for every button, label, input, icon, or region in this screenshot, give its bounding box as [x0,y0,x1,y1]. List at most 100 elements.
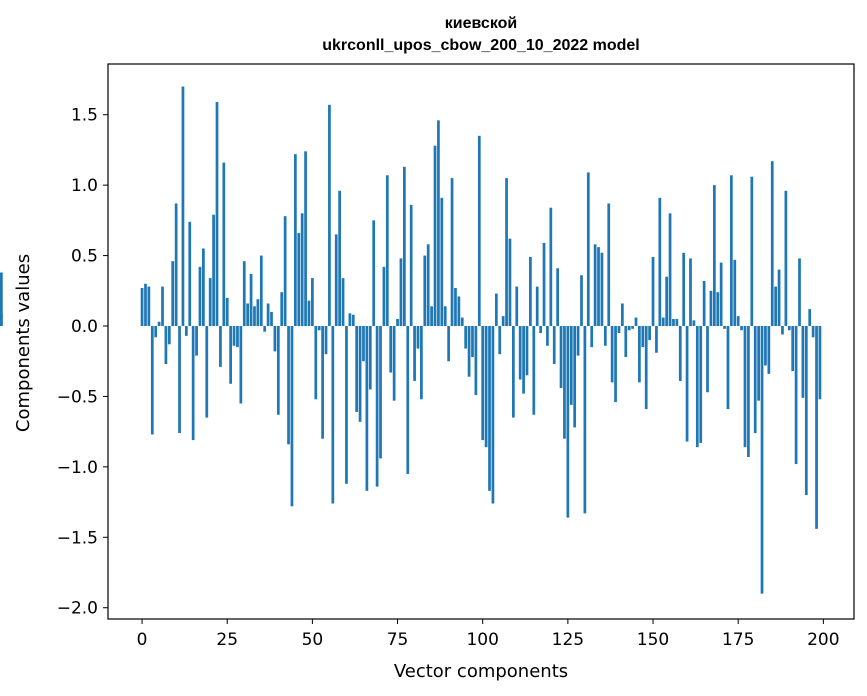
x-tick-label: 175 [722,630,754,650]
bar-24 [222,162,226,326]
bar-104 [494,293,498,327]
bar-43 [287,326,290,445]
bar-112 [522,326,525,394]
bar-197 [811,326,815,338]
bar-157 [675,318,679,326]
bar-191 [791,326,795,372]
bar-89 [443,306,447,326]
bar-8 [167,326,171,345]
bar-109 [512,326,515,418]
bar-134 [597,247,600,326]
bar-175 [736,316,740,326]
bar-139 [614,326,617,403]
bar-75 [396,318,399,326]
bar-70 [379,326,382,459]
bar-15 [191,326,195,441]
bar-188 [781,326,784,335]
bar-10 [174,203,178,326]
bar-74 [392,326,396,401]
bar-undefined [0,272,3,327]
bar-117 [539,326,542,334]
chart-subtitle: ukrconll_upos_cbow_200_10_2022 model [322,37,639,54]
y-axis-label: Components values [13,254,34,432]
bar-194 [801,326,805,398]
x-tick-label: 25 [216,630,238,650]
bar-147 [641,326,645,348]
bar-116 [535,286,539,326]
bar-126 [569,326,573,405]
bar-162 [692,320,696,326]
chart-title: киевской [445,15,517,32]
bar-96 [467,326,471,377]
bar-158 [678,326,682,381]
bar-78 [406,326,410,474]
y-tick-label: −0.5 [57,387,98,407]
bar-152 [658,197,662,327]
bar-71 [382,266,386,326]
bar-37 [266,303,270,327]
bar-18 [202,248,205,326]
bar-87 [437,120,440,327]
bar-44 [290,326,294,507]
bar-54 [324,326,328,355]
bar-86 [433,145,437,326]
x-tick-label: 75 [387,630,409,650]
bar-118 [542,242,546,327]
bar-138 [610,326,614,383]
bar-177 [743,326,747,448]
bar-93 [457,296,461,326]
bar-46 [297,233,301,327]
bar-172 [726,326,730,410]
bar-140 [617,326,621,334]
bar-163 [695,326,699,448]
bar-84 [426,244,430,326]
bar-179 [750,176,754,326]
bar-135 [600,252,604,327]
bar-168 [712,185,716,326]
x-tick-label: 200 [807,630,839,650]
bar-57 [334,234,338,326]
bar-34 [256,299,260,326]
plot-frame [107,63,855,620]
bar-133 [593,244,597,326]
y-tick-label: 0.0 [71,317,98,337]
bar-64 [358,326,362,422]
bar-199 [818,326,822,400]
bar-132 [590,326,594,348]
bar-151 [655,326,658,353]
bar-142 [624,326,628,357]
bar-169 [716,292,720,327]
bar-189 [784,190,788,327]
bar-12 [181,86,185,327]
bar-58 [338,190,341,327]
bar-45 [293,154,297,326]
bar-53 [321,326,324,439]
bar-108 [508,238,512,327]
bar-154 [665,276,669,326]
bar-76 [399,258,403,326]
bar-1 [144,283,147,327]
bar-4 [154,326,158,338]
bar-83 [423,255,427,326]
bar-69 [375,326,379,487]
bar-111 [518,326,522,380]
bar-155 [668,213,672,326]
bar-68 [372,220,376,327]
bar-32 [249,273,253,327]
bar-106 [501,316,505,326]
x-tick-label: 150 [637,630,669,650]
x-axis-ticks: 0 25 50 75 100 125 150 175 200 [137,619,840,650]
bar-113 [525,326,529,376]
y-tick-label: 0.5 [71,247,98,267]
bar-0 [140,287,144,326]
bar-124 [563,326,566,439]
bar-156 [672,318,675,326]
bar-130 [583,326,587,514]
bar-114 [529,256,532,326]
bar-107 [505,178,508,327]
bar-61 [348,313,352,327]
bar-165 [702,280,706,327]
bar-97 [471,326,474,357]
bar-59 [341,278,345,326]
